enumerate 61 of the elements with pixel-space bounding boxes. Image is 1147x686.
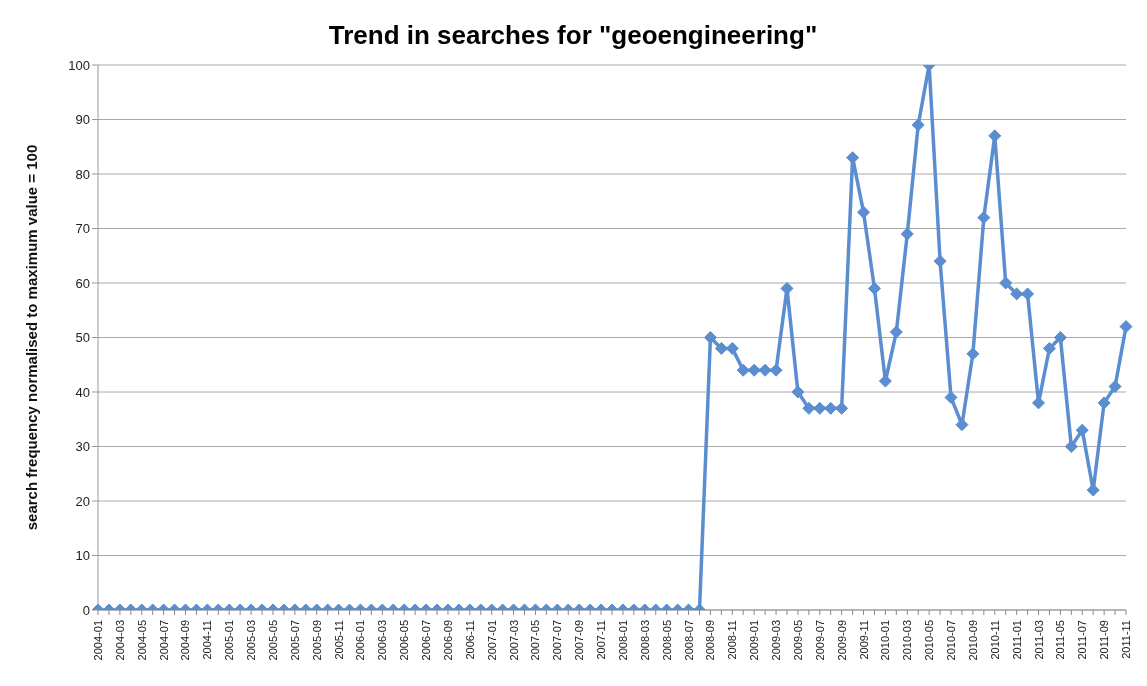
x-tick-label: 2008-01 [616, 620, 629, 661]
y-axis-title: search frequency normalised to maximum value = 100 [23, 144, 41, 531]
x-tick-label: 2010-09 [966, 620, 979, 661]
x-tick-label: 2005-05 [266, 620, 279, 661]
x-tick-label: 2011-11 [1120, 620, 1132, 659]
x-tick-label: 2010-03 [901, 620, 914, 661]
x-tick-label: 2009-09 [835, 620, 848, 661]
x-tick-label: 2009-07 [813, 620, 826, 661]
x-tick-label: 2004-07 [157, 620, 170, 661]
x-tick-label: 2005-01 [223, 620, 236, 661]
y-tick-label: 0 [82, 602, 90, 618]
x-tick-label: 2011-05 [1054, 620, 1067, 660]
x-tick-label: 2007-05 [529, 620, 542, 661]
x-tick-label: 2011-03 [1032, 620, 1045, 660]
x-tick-label: 2008-07 [682, 620, 695, 661]
x-tick-label: 2007-11 [595, 620, 608, 660]
y-tick-label: 70 [75, 221, 90, 237]
x-tick-label: 2006-01 [354, 620, 367, 661]
x-tick-label: 2006-11 [463, 620, 476, 660]
x-tick-label: 2004-11 [201, 620, 214, 660]
x-tick-label: 2006-03 [376, 620, 389, 661]
x-tick-label: 2009-11 [857, 620, 870, 660]
x-tick-label: 2011-01 [1010, 620, 1023, 660]
x-tick-label: 2010-01 [879, 620, 892, 661]
x-tick-label: 2011-07 [1076, 620, 1089, 660]
x-tick-label: 2010-05 [923, 620, 936, 661]
y-tick-label: 10 [75, 548, 90, 564]
x-tick-label: 2004-03 [113, 620, 126, 661]
x-tick-label: 2007-01 [485, 620, 498, 661]
x-tick-label: 2006-05 [398, 620, 411, 661]
x-tick-label: 2005-07 [288, 620, 301, 661]
y-tick-label: 80 [75, 166, 90, 182]
x-tick-label: 2009-01 [748, 620, 761, 661]
x-tick-label: 2009-03 [770, 620, 783, 661]
x-tick-label: 2008-05 [660, 620, 673, 661]
x-tick-label: 2008-11 [726, 620, 739, 660]
x-tick-label: 2008-03 [638, 620, 651, 661]
y-tick-label: 60 [75, 275, 90, 291]
x-tick-label: 2006-09 [441, 620, 454, 661]
y-tick-label: 20 [75, 493, 90, 509]
x-tick-label: 2005-09 [310, 620, 323, 661]
y-tick-label: 100 [68, 57, 90, 73]
x-tick-label: 2009-05 [791, 620, 804, 661]
x-tick-label: 2004-09 [179, 620, 192, 661]
x-tick-label: 2007-09 [573, 620, 586, 661]
x-tick-label: 2004-05 [135, 620, 148, 661]
x-tick-label: 2011-09 [1098, 620, 1111, 660]
x-tick-label: 2005-03 [245, 620, 258, 661]
x-tick-label: 2007-03 [507, 620, 520, 661]
y-tick-label: 50 [75, 330, 90, 346]
y-tick-label: 40 [75, 384, 90, 400]
x-tick-label: 2008-09 [704, 620, 717, 661]
x-tick-label: 2006-07 [420, 620, 433, 661]
y-tick-label: 30 [75, 439, 90, 455]
x-tick-label: 2010-07 [945, 620, 958, 661]
chart-title: Trend in searches for "geoengineering" [327, 19, 819, 52]
x-tick-label: 2004-01 [92, 620, 104, 661]
x-tick-label: 2007-07 [551, 620, 564, 661]
y-tick-label: 90 [75, 112, 90, 128]
x-tick-label: 2005-11 [332, 620, 345, 660]
x-tick-label: 2010-11 [988, 620, 1001, 660]
